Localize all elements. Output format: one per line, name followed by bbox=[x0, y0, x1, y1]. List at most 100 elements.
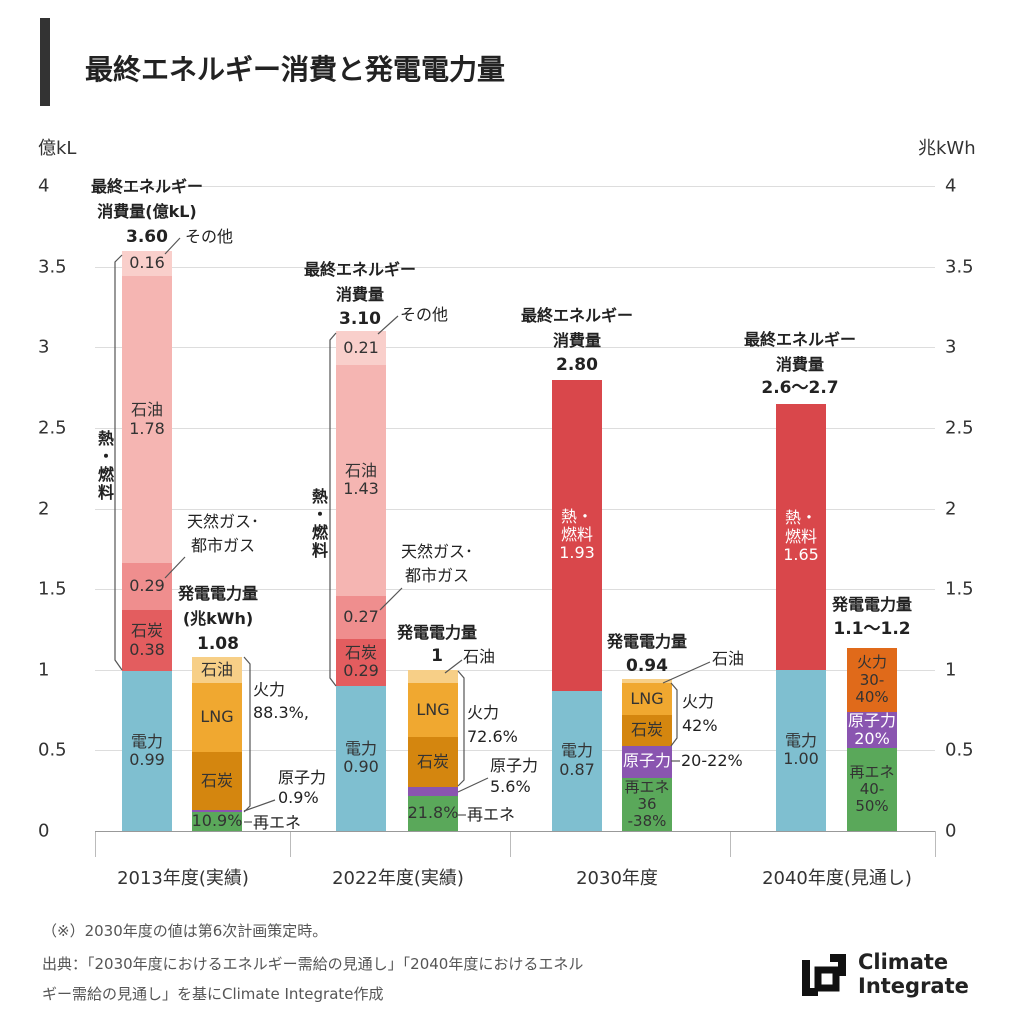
annotation: 72.6% bbox=[467, 726, 518, 746]
leader-gas-2022 bbox=[379, 587, 403, 611]
annotation: 発電電力量 bbox=[831, 594, 913, 614]
total-label: 2.80 bbox=[556, 355, 598, 376]
gridline bbox=[95, 508, 935, 510]
bracket-fire-2030 bbox=[670, 682, 678, 747]
bar-segment: 0.21 bbox=[336, 331, 386, 365]
annotation: 消費量 bbox=[335, 284, 385, 304]
annotation: 最終エネルギー bbox=[303, 259, 417, 279]
annotation: その他 bbox=[400, 304, 449, 324]
annotation: 都市ガス bbox=[404, 565, 470, 585]
y-right-tick-label: 2 bbox=[945, 498, 957, 519]
bar-segment: 火力 30- 40% bbox=[847, 647, 897, 713]
y-left-tick-label: 0.5 bbox=[38, 739, 67, 761]
stacked-bar: 電力 0.99 石炭 0.38 0.29 石油 1.78 0.16 bbox=[122, 0, 172, 1024]
bracket-heat-2022 bbox=[329, 332, 337, 687]
total-label: 3.60 bbox=[126, 227, 168, 248]
gridline bbox=[95, 427, 935, 429]
bar-segment: LNG bbox=[408, 682, 458, 737]
annotation: 88.3%, bbox=[253, 702, 309, 722]
annotation: 最終エネルギー bbox=[90, 176, 204, 196]
page-title: 最終エネルギー消費と発電電力量 bbox=[85, 53, 506, 86]
y-left-tick-label: 3.5 bbox=[38, 256, 67, 278]
bar-segment bbox=[622, 679, 672, 683]
x-axis-separator bbox=[510, 831, 511, 857]
bar-segment: 石油 bbox=[192, 656, 242, 683]
y-right-tick-label: 2.5 bbox=[945, 417, 974, 439]
bar-segment: 再エネ 36 -38% bbox=[622, 777, 672, 831]
bar-segment: LNG bbox=[192, 682, 242, 752]
x-axis-separator bbox=[290, 831, 291, 857]
bracket-heat-2013 bbox=[114, 254, 123, 671]
bar-segment bbox=[192, 810, 242, 812]
logo-line: Integrate bbox=[858, 974, 969, 998]
bar-segment: 原子力 20% bbox=[847, 710, 897, 749]
y-right-tick-label: 0 bbox=[945, 820, 957, 842]
title-accent-bar bbox=[40, 18, 50, 106]
stacked-bar: 21.8% 石炭 LNG bbox=[408, 0, 458, 1024]
y-left-tick-label: 1.5 bbox=[38, 578, 67, 600]
y-left-tick-label: 2 bbox=[38, 498, 50, 519]
bar-segment: 電力 1.00 bbox=[776, 669, 826, 831]
bracket-fire-2022 bbox=[457, 670, 465, 787]
bar-segment: LNG bbox=[622, 682, 672, 715]
annotation: その他 bbox=[185, 226, 234, 246]
annotation: 天然ガス･ bbox=[400, 541, 474, 561]
footnote: （※）2030年度の値は第6次計画策定時。 bbox=[42, 922, 328, 940]
annotation: 5.6% bbox=[490, 776, 531, 796]
annotation: 42% bbox=[682, 715, 718, 735]
leader-other-2013 bbox=[164, 237, 181, 255]
leader-other-2022 bbox=[377, 315, 399, 335]
y-left-tick-label: 4 bbox=[38, 175, 50, 197]
bar-segment: 石油 1.43 bbox=[336, 364, 386, 596]
y-left-label: 億kL bbox=[38, 138, 77, 159]
gridline bbox=[95, 266, 935, 268]
y-left-tick-label: 0 bbox=[38, 820, 50, 842]
bar-segment: 石炭 0.29 bbox=[336, 639, 386, 686]
annotation: 最終エネルギー bbox=[520, 305, 634, 325]
bar-segment: 熱・ 燃料 1.65 bbox=[776, 403, 826, 670]
logo bbox=[800, 952, 848, 1004]
gridline bbox=[95, 589, 935, 591]
bar-segment bbox=[408, 786, 458, 796]
bar-segment: 石炭 bbox=[192, 751, 242, 811]
leader-gas-2013 bbox=[164, 556, 186, 579]
logo-mark-icon bbox=[802, 954, 846, 996]
y-right-tick-label: 1.5 bbox=[945, 578, 974, 600]
total-label: 3.10 bbox=[339, 309, 381, 330]
logo-text: Climate Integrate bbox=[858, 950, 969, 998]
stacked-bar: 再エネ 36 -38% 原子力 石炭 LNG bbox=[622, 0, 672, 1024]
annotation: 0.9% bbox=[278, 787, 319, 807]
annotation: 消費量(億kL) bbox=[97, 201, 197, 221]
x-category-label: 2030年度 bbox=[576, 868, 658, 889]
bar-segment: 21.8% bbox=[408, 795, 458, 831]
annotation: 消費量 bbox=[552, 330, 602, 350]
bar-segment: 原子力 bbox=[622, 745, 672, 778]
bar-segment: 石油 1.78 bbox=[122, 276, 172, 564]
bar-segment: 0.29 bbox=[122, 563, 172, 611]
annotation: 発電電力量 bbox=[177, 583, 259, 603]
leader-oil-2030 bbox=[662, 661, 711, 684]
annotation: 20-22% bbox=[681, 750, 743, 770]
gridline bbox=[95, 669, 935, 671]
annotation: 原子力 bbox=[278, 767, 327, 787]
gridline bbox=[95, 750, 935, 752]
bar-segment: 10.9% bbox=[191, 811, 243, 831]
logo-line: Climate bbox=[858, 950, 949, 974]
stacked-bar: 10.9% 石炭 LNG 石油 bbox=[192, 0, 242, 1024]
annotation: 石油 bbox=[463, 646, 496, 666]
y-right-tick-label: 3.5 bbox=[945, 256, 974, 278]
total-label: 1 bbox=[431, 646, 443, 667]
x-axis-separator bbox=[95, 831, 96, 857]
y-left-tick-label: 3 bbox=[38, 336, 50, 358]
bar-segment: 電力 0.90 bbox=[336, 685, 386, 831]
leader-nuc-2013 bbox=[243, 799, 276, 812]
annotation: (兆kWh) bbox=[182, 608, 254, 628]
annotation: 再エネ bbox=[467, 804, 516, 824]
y-left-tick-label: 2.5 bbox=[38, 417, 67, 439]
y-left-tick-label: 1 bbox=[38, 659, 50, 681]
x-axis-separator bbox=[730, 831, 731, 857]
annotation: 最終エネルギー bbox=[743, 329, 857, 349]
bar-segment: 石炭 bbox=[408, 736, 458, 787]
bar-segment: 石炭 0.38 bbox=[122, 610, 172, 672]
